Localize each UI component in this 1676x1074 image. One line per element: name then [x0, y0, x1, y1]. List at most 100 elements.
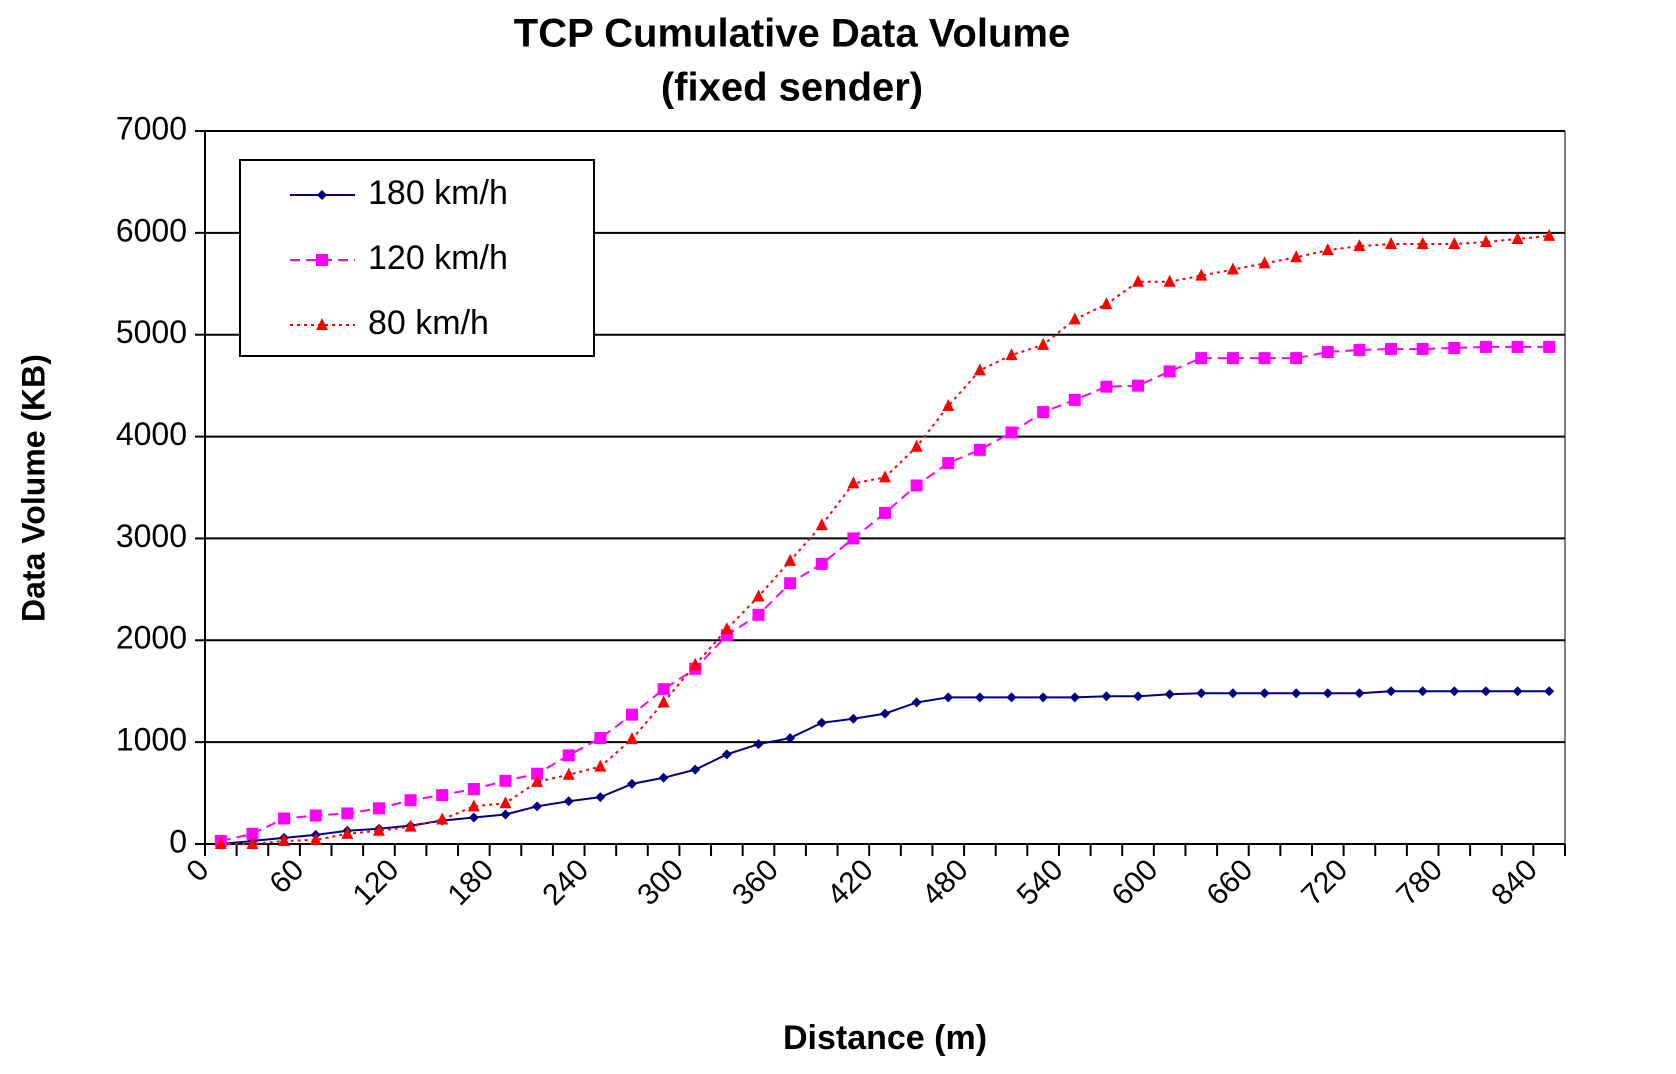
- marker: [847, 532, 860, 545]
- marker: [341, 807, 354, 820]
- marker: [309, 809, 322, 822]
- x-tick-label: 240: [536, 853, 595, 912]
- y-tick-label: 7000: [116, 110, 187, 146]
- legend-box: [239, 159, 595, 357]
- marker: [278, 833, 291, 846]
- marker: [910, 479, 923, 492]
- marker: [1385, 237, 1398, 250]
- legend: 180 km/h 120 km/h 80 km/h: [239, 159, 595, 357]
- marker: [1163, 365, 1176, 378]
- marker: [1479, 340, 1492, 353]
- marker: [974, 692, 985, 703]
- x-tick-label: 480: [916, 853, 975, 912]
- legend-marker: [317, 190, 327, 200]
- y-tick-label: 5000: [116, 314, 187, 350]
- marker: [815, 557, 828, 570]
- marker: [1196, 688, 1207, 699]
- marker: [1321, 243, 1334, 256]
- marker: [246, 827, 259, 840]
- x-tick-label: 0: [180, 853, 215, 888]
- marker: [1480, 686, 1491, 697]
- marker: [1068, 393, 1081, 406]
- x-tick-label: 840: [1485, 853, 1544, 912]
- marker: [910, 439, 923, 452]
- marker: [1069, 692, 1080, 703]
- x-tick-label: 720: [1295, 853, 1354, 912]
- legend-label: 180 km/h: [368, 174, 508, 212]
- marker: [214, 837, 227, 849]
- marker: [562, 767, 575, 780]
- marker: [1449, 686, 1460, 697]
- marker: [562, 749, 575, 762]
- marker: [1195, 352, 1208, 365]
- marker: [879, 470, 891, 483]
- marker: [1163, 274, 1176, 287]
- marker: [848, 713, 859, 724]
- y-tick-label: 3000: [116, 518, 187, 554]
- x-tick-label: 780: [1390, 853, 1449, 912]
- marker: [943, 692, 954, 703]
- marker: [1385, 342, 1398, 355]
- y-axis-title: Data Volume (KB): [15, 354, 51, 622]
- marker: [594, 732, 607, 745]
- legend-label: 80 km/h: [368, 304, 489, 342]
- marker: [1448, 237, 1461, 250]
- marker: [1386, 686, 1397, 697]
- marker: [625, 732, 638, 745]
- marker: [341, 826, 354, 839]
- marker: [372, 802, 385, 815]
- marker: [752, 608, 765, 621]
- marker: [595, 792, 606, 803]
- marker: [657, 683, 670, 696]
- marker: [1322, 688, 1333, 699]
- marker: [372, 823, 385, 836]
- chart-subtitle: (fixed sender): [661, 66, 923, 110]
- marker: [1038, 692, 1049, 703]
- marker: [563, 796, 574, 807]
- marker: [594, 759, 607, 772]
- marker: [436, 812, 449, 825]
- legend-marker: [316, 318, 328, 330]
- x-tick-label: 660: [1201, 853, 1260, 912]
- marker: [1353, 239, 1366, 252]
- y-tick-label: 4000: [116, 416, 187, 452]
- marker: [246, 837, 259, 849]
- marker: [1100, 380, 1113, 393]
- marker: [1448, 341, 1461, 354]
- marker: [1290, 352, 1303, 365]
- y-tick-label: 0: [169, 823, 187, 859]
- marker: [1512, 686, 1523, 697]
- x-tick-label: 540: [1011, 853, 1070, 912]
- marker: [879, 506, 891, 519]
- marker: [1258, 352, 1271, 365]
- marker: [1416, 342, 1429, 355]
- marker: [1417, 686, 1428, 697]
- marker: [847, 476, 860, 489]
- marker: [752, 589, 765, 602]
- marker: [1005, 348, 1018, 361]
- chart-title: TCP Cumulative Data Volume: [514, 12, 1070, 56]
- y-tick-label: 6000: [116, 212, 187, 248]
- marker: [721, 749, 732, 760]
- marker: [1132, 274, 1145, 287]
- marker: [1006, 692, 1017, 703]
- marker: [436, 789, 449, 802]
- marker: [499, 796, 512, 809]
- marker: [1258, 256, 1271, 269]
- marker: [1005, 426, 1018, 439]
- marker: [1543, 228, 1556, 241]
- marker: [942, 399, 955, 412]
- x-tick-label: 300: [631, 853, 690, 912]
- marker: [1416, 237, 1429, 250]
- x-axis-title: Distance (m): [783, 1019, 987, 1057]
- marker: [309, 832, 322, 845]
- marker: [1226, 262, 1239, 275]
- legend-marker: [316, 254, 328, 266]
- marker: [657, 695, 670, 708]
- marker: [1511, 340, 1524, 353]
- marker: [1037, 337, 1050, 350]
- marker: [1101, 691, 1112, 702]
- y-tick-label: 2000: [116, 620, 187, 656]
- marker: [467, 799, 480, 812]
- marker: [499, 774, 512, 787]
